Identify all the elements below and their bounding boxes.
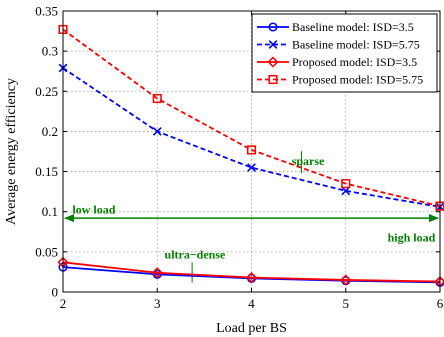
data-point bbox=[245, 271, 258, 284]
annotation-label: high load bbox=[388, 230, 436, 244]
data-point bbox=[152, 93, 162, 104]
legend-marker bbox=[268, 74, 278, 85]
y-tick-label: 0 bbox=[52, 285, 59, 300]
series-line bbox=[62, 28, 441, 207]
y-tick-label: 0.35 bbox=[35, 4, 58, 19]
legend: Baseline model: ISD=3.5 Baseline model: I… bbox=[251, 13, 438, 93]
legend-marker bbox=[267, 56, 279, 68]
y-tick-label: 0.15 bbox=[35, 164, 58, 179]
y-tick-label: 0.25 bbox=[35, 84, 58, 99]
x-tick-label: 6 bbox=[437, 296, 444, 311]
legend-entry: Baseline model: ISD=5.75 bbox=[257, 38, 420, 52]
legend-entry: Proposed model: ISD=5.75 bbox=[257, 73, 423, 87]
y-tick-label: 0.1 bbox=[42, 204, 58, 219]
data-point bbox=[246, 145, 257, 155]
x-tick-label: 4 bbox=[248, 296, 255, 311]
x-axis-label: Load per BS bbox=[216, 321, 287, 336]
annotations-layer: sparse ultra−dense low load high load bbox=[64, 151, 439, 283]
data-point bbox=[151, 267, 163, 279]
data-point bbox=[340, 274, 352, 286]
annotation-label: low load bbox=[72, 202, 115, 216]
data-point bbox=[341, 186, 351, 196]
y-tick-label: 0.05 bbox=[35, 244, 58, 259]
legend-entry: Proposed model: ISD=3.5 bbox=[257, 55, 417, 69]
y-tick-label: 0.3 bbox=[42, 44, 58, 59]
axis-ticks: 2 3 4 5 6 0 0.05 0.1 0.15 0.2 0.25 0.3 0.35 bbox=[35, 4, 444, 312]
y-axis-label: Average energy efficiency bbox=[4, 78, 19, 225]
series-line bbox=[62, 67, 441, 208]
annotation-label: sparse bbox=[292, 154, 325, 168]
y-tick-label: 0.2 bbox=[42, 124, 58, 139]
series-line bbox=[62, 261, 441, 283]
legend-marker bbox=[268, 40, 278, 49]
x-tick-label: 2 bbox=[60, 296, 67, 311]
legend-label: Proposed model: ISD=3.5 bbox=[292, 55, 417, 69]
legend-label: Proposed model: ISD=5.75 bbox=[292, 73, 423, 87]
legend-label: Baseline model: ISD=3.5 bbox=[292, 20, 414, 34]
data-point bbox=[341, 179, 351, 189]
annotation-label: ultra−dense bbox=[165, 247, 227, 261]
legend-marker bbox=[268, 22, 278, 32]
legend-label: Baseline model: ISD=5.75 bbox=[292, 38, 420, 52]
legend-entry: Baseline model: ISD=3.5 bbox=[257, 20, 414, 34]
x-tick-label: 3 bbox=[154, 296, 161, 311]
data-point bbox=[152, 127, 162, 136]
x-tick-label: 5 bbox=[343, 296, 350, 311]
data-point bbox=[247, 163, 256, 172]
